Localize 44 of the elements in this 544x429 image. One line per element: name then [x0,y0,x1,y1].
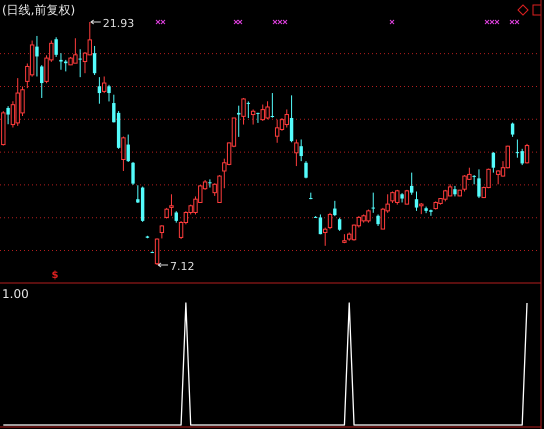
candlestick [126,134,130,162]
candlestick [338,217,342,232]
candlestick [169,194,174,216]
candlestick [299,138,303,162]
candlestick [237,105,240,138]
candlestick [376,214,380,226]
candlestick [270,92,274,118]
candlestick [510,122,514,138]
candlestick [64,59,68,72]
candlestick [404,189,410,206]
candlestick [323,227,328,246]
candlestick [160,224,164,239]
candlestick [400,192,404,203]
candlestick [419,202,424,215]
candlestick [290,94,294,143]
candlestick [328,212,332,230]
candlestick [92,45,96,76]
candlestick [98,76,102,104]
text: $ [52,270,59,281]
candlestick [102,76,106,94]
candlestick [121,136,126,172]
annotation: 21.93 [102,17,134,30]
candlestick [372,192,375,214]
chart-title: (日线,前复权) [2,3,76,17]
candlestick [54,36,58,58]
candlestick [6,106,10,125]
annotation: 7.12 [170,260,195,273]
candlestick [294,138,299,167]
candlestick [40,64,44,98]
candlestick [174,210,178,224]
candlestick [246,100,250,118]
chart-title: 1.00 [2,287,29,301]
candlestick [250,108,256,126]
candlestick [241,97,246,126]
candlestick [78,48,82,78]
candlestick [472,174,476,185]
candlestick [256,112,260,124]
candlestick [164,207,169,220]
candlestick [333,200,337,217]
candlestick [410,172,414,196]
candlestick [453,185,457,197]
candlestick [35,35,39,77]
candlestick [492,152,496,174]
candlestick [524,143,530,164]
